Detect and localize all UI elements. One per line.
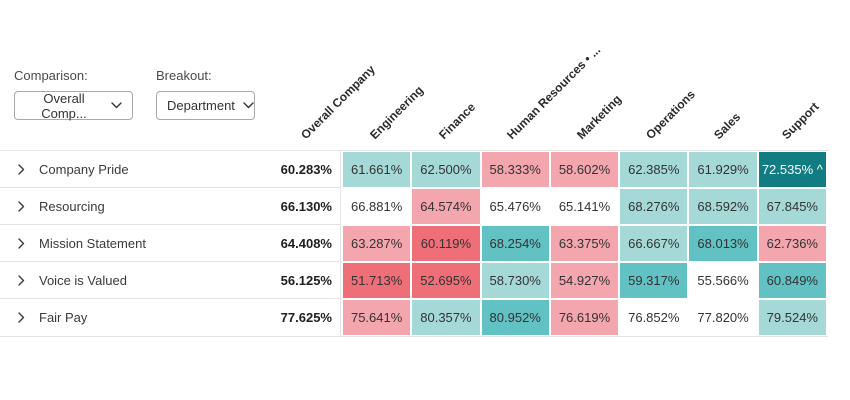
- table-row: Resourcing 66.130% 66.881% 64.574% 65.47…: [0, 188, 828, 225]
- row-label: Company Pride: [39, 161, 129, 177]
- chevron-right-icon[interactable]: [18, 237, 25, 249]
- overall-value: 56.125%: [280, 272, 332, 288]
- table-row: Fair Pay 77.625% 75.641% 80.357% 80.952%…: [0, 299, 828, 336]
- breakout-control: Breakout: Department: [156, 68, 255, 120]
- row-header-voice-is-valued[interactable]: Voice is Valued 56.125%: [0, 262, 341, 299]
- overall-value: 77.625%: [280, 310, 332, 325]
- breakout-label: Breakout:: [156, 68, 212, 83]
- heatmap-cell: 80.357%: [412, 300, 480, 335]
- heatmap-cell: 54.927%: [550, 263, 619, 298]
- comparison-control: Comparison: Overall Comp...: [14, 68, 133, 121]
- chevron-right-icon[interactable]: [18, 274, 25, 286]
- row-label: Mission Statement: [39, 235, 146, 251]
- heatmap-cell: 62.736%: [758, 226, 826, 261]
- heatmap-cell: 79.524%: [758, 300, 826, 335]
- chevron-right-icon[interactable]: [18, 163, 25, 175]
- row-cells: 61.661% 62.500% 58.333% 58.602% 62.385% …: [341, 151, 827, 188]
- heatmap-cell: 68.276%: [620, 189, 688, 224]
- row-header-fair-pay[interactable]: Fair Pay 77.625%: [0, 299, 341, 336]
- row-cells: 63.287% 60.119% 68.254% 63.375% 66.667% …: [341, 225, 827, 262]
- heatmap-cell: 55.566%: [689, 263, 757, 298]
- row-header-mission-statement[interactable]: Mission Statement 64.408%: [0, 225, 341, 262]
- heatmap-cell: 61.661%: [343, 152, 411, 187]
- row-label: Fair Pay: [39, 310, 88, 325]
- column-header-marketing: Marketing: [574, 92, 625, 142]
- heatmap-cell: 65.476%: [481, 189, 549, 224]
- column-header-sales: Sales: [711, 109, 744, 142]
- column-header-engineering: Engineering: [367, 83, 427, 142]
- heatmap-cell: 59.317%: [620, 263, 688, 298]
- heatmap-cell: 76.619%: [550, 300, 619, 335]
- column-header-finance: Finance: [436, 100, 479, 142]
- heatmap-cell: 72.535% ^: [758, 152, 826, 187]
- chevron-right-icon[interactable]: [18, 312, 25, 323]
- comparison-selected-value: Overall Comp...: [41, 90, 87, 121]
- chevron-down-icon: [243, 102, 254, 109]
- row-cells: 66.881% 64.574% 65.476% 65.141% 68.276% …: [341, 188, 827, 225]
- heatmap-cell: 66.667%: [620, 226, 688, 261]
- table-row: Company Pride 60.283% 61.661% 62.500% 58…: [0, 151, 828, 188]
- table-row: Mission Statement 64.408% 63.287% 60.119…: [0, 225, 828, 262]
- column-header-operations: Operations: [643, 87, 698, 142]
- table-row: Voice is Valued 56.125% 51.713% 52.695% …: [0, 262, 828, 299]
- heatmap-cell: 75.641%: [343, 300, 411, 335]
- row-label: Voice is Valued: [39, 272, 127, 288]
- heatmap-cell: 63.287%: [343, 226, 411, 261]
- row-cells: 75.641% 80.357% 80.952% 76.619% 76.852% …: [341, 299, 827, 336]
- heatmap-cell: 80.952%: [481, 300, 549, 335]
- heatmap-cell: 51.713%: [343, 263, 411, 298]
- heatmap-cell: 68.254%: [481, 226, 549, 261]
- heatmap-cell: 52.695%: [412, 263, 480, 298]
- column-header-overall-company: Overall Company: [298, 62, 378, 142]
- heatmap-cell: 68.592%: [689, 189, 757, 224]
- overall-value: 64.408%: [280, 235, 332, 251]
- breakout-selected-value: Department: [167, 98, 235, 113]
- heatmap-table: Company Pride 60.283% 61.661% 62.500% 58…: [0, 150, 828, 337]
- heatmap-cell: 58.730%: [481, 263, 549, 298]
- row-header-company-pride[interactable]: Company Pride 60.283%: [0, 151, 341, 188]
- heatmap-cell: 61.929%: [689, 152, 757, 187]
- column-headers: Overall Company Engineering Finance Huma…: [0, 0, 850, 150]
- heatmap-cell: 63.375%: [550, 226, 619, 261]
- breakout-select[interactable]: Department: [156, 91, 255, 120]
- chevron-right-icon[interactable]: [18, 200, 25, 212]
- heatmap-cell: 60.849%: [758, 263, 826, 298]
- chevron-down-icon: [111, 102, 122, 109]
- heatmap-cell: 67.845%: [758, 189, 826, 224]
- row-header-resourcing[interactable]: Resourcing 66.130%: [0, 188, 341, 225]
- heatmap-cell: 58.333%: [481, 152, 549, 187]
- heatmap-cell: 68.013%: [689, 226, 757, 261]
- overall-value: 66.130%: [280, 198, 332, 214]
- heatmap-cell: 65.141%: [550, 189, 619, 224]
- heatmap-cell: 58.602%: [550, 152, 619, 187]
- heatmap-cell: 62.500%: [412, 152, 480, 187]
- heatmap-cell: 64.574%: [412, 189, 480, 224]
- comparison-select[interactable]: Overall Comp...: [14, 90, 133, 121]
- heatmap-cell: 76.852%: [620, 300, 688, 335]
- heatmap-cell: 77.820%: [689, 300, 757, 335]
- heatmap-cell: 60.119%: [412, 226, 480, 261]
- heatmap-cell: 66.881%: [343, 189, 411, 224]
- column-header-support: Support: [779, 99, 822, 142]
- heatmap-cell: 62.385%: [620, 152, 688, 187]
- row-label: Resourcing: [39, 198, 105, 214]
- comparison-label: Comparison:: [14, 68, 88, 83]
- overall-value: 60.283%: [280, 161, 332, 177]
- row-cells: 51.713% 52.695% 58.730% 54.927% 59.317% …: [341, 262, 827, 299]
